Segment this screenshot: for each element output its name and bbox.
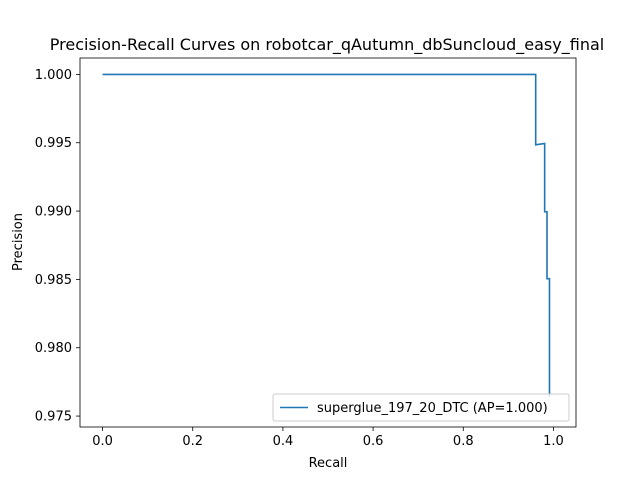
x-tick-label: 0.4 bbox=[273, 434, 294, 449]
legend: superglue_197_20_DTC (AP=1.000) bbox=[272, 393, 570, 422]
y-tick-label: 1.000 bbox=[35, 68, 72, 83]
plot-area bbox=[102, 73, 551, 397]
y-tick-label: 0.975 bbox=[35, 410, 72, 425]
x-tick-label: 1.0 bbox=[543, 434, 564, 449]
legend-entry-label: superglue_197_20_DTC (AP=1.000) bbox=[317, 401, 548, 416]
axes-frame bbox=[79, 57, 577, 428]
x-tick-label: 0.8 bbox=[453, 434, 474, 449]
x-axis-label: Recall bbox=[309, 456, 348, 471]
y-tick-label: 0.985 bbox=[35, 273, 72, 288]
x-axis: 0.0 0.2 0.4 0.6 0.8 1.0 bbox=[92, 427, 564, 449]
y-tick-label: 0.990 bbox=[35, 205, 72, 220]
y-axis: 0.975 0.980 0.985 0.990 0.995 1.000 bbox=[35, 68, 80, 425]
y-tick-label: 0.980 bbox=[35, 341, 72, 356]
x-tick-label: 0.0 bbox=[92, 434, 113, 449]
y-tick-label: 0.995 bbox=[35, 136, 72, 151]
legend-box bbox=[272, 393, 570, 422]
x-tick-label: 0.2 bbox=[182, 434, 203, 449]
y-axis-label: Precision bbox=[11, 213, 26, 271]
series-line-0 bbox=[102, 73, 551, 397]
chart-title: Precision-Recall Curves on robotcar_qAut… bbox=[50, 35, 604, 55]
x-tick-label: 0.6 bbox=[363, 434, 384, 449]
